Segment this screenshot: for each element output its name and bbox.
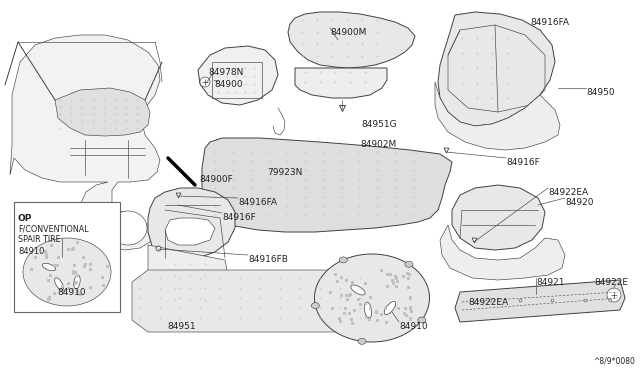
Polygon shape — [132, 270, 400, 332]
Text: F/CONVENTIONAL: F/CONVENTIONAL — [18, 224, 88, 233]
Ellipse shape — [54, 278, 63, 290]
Ellipse shape — [74, 275, 80, 289]
Ellipse shape — [312, 303, 319, 309]
Polygon shape — [295, 68, 387, 98]
Polygon shape — [440, 225, 565, 280]
Text: 84920: 84920 — [565, 198, 593, 207]
Polygon shape — [455, 280, 625, 322]
Ellipse shape — [358, 338, 366, 344]
Text: SPAIR TIRE: SPAIR TIRE — [18, 235, 61, 244]
Text: ^8/9*0080: ^8/9*0080 — [593, 356, 635, 365]
Polygon shape — [288, 12, 415, 68]
Text: OP: OP — [18, 214, 33, 223]
Text: 84916FA: 84916FA — [530, 18, 569, 27]
Text: 84922EA: 84922EA — [548, 188, 588, 197]
Text: 84910: 84910 — [18, 247, 44, 256]
Polygon shape — [438, 12, 555, 126]
Ellipse shape — [109, 211, 147, 245]
Polygon shape — [435, 82, 560, 150]
Text: 84916F: 84916F — [222, 213, 256, 222]
Text: 84900F: 84900F — [199, 175, 233, 184]
Ellipse shape — [418, 317, 426, 323]
Bar — [14, 202, 120, 312]
Text: 84910: 84910 — [57, 288, 86, 297]
Text: 84978N: 84978N — [208, 68, 243, 77]
Polygon shape — [148, 275, 232, 315]
Polygon shape — [198, 46, 278, 105]
Ellipse shape — [364, 302, 372, 318]
Text: 84922EA: 84922EA — [468, 298, 508, 307]
Ellipse shape — [314, 254, 429, 342]
Ellipse shape — [384, 301, 396, 315]
Ellipse shape — [42, 206, 94, 250]
Text: 84950: 84950 — [586, 88, 614, 97]
Text: 84900M: 84900M — [330, 28, 366, 37]
Ellipse shape — [339, 257, 348, 263]
Text: 84916FA: 84916FA — [238, 198, 277, 207]
Text: 79923N: 79923N — [267, 168, 302, 177]
Ellipse shape — [42, 263, 56, 271]
Text: 84916FB: 84916FB — [248, 255, 288, 264]
Ellipse shape — [23, 238, 111, 306]
Circle shape — [200, 77, 210, 87]
Text: 84922E: 84922E — [594, 278, 628, 287]
Text: 84916F: 84916F — [506, 158, 540, 167]
Polygon shape — [148, 245, 228, 288]
Polygon shape — [452, 185, 545, 250]
Polygon shape — [148, 188, 235, 260]
Circle shape — [607, 288, 621, 302]
Text: 84902M: 84902M — [360, 140, 396, 149]
Polygon shape — [10, 35, 160, 250]
Text: 84910: 84910 — [399, 322, 428, 331]
Polygon shape — [165, 218, 215, 245]
Text: 84900: 84900 — [214, 80, 243, 89]
Polygon shape — [202, 138, 452, 232]
Ellipse shape — [351, 285, 365, 295]
Text: 84951: 84951 — [167, 322, 196, 331]
Ellipse shape — [405, 261, 413, 267]
Polygon shape — [55, 88, 150, 136]
Text: 84921: 84921 — [536, 278, 564, 287]
Text: 84951G: 84951G — [361, 120, 397, 129]
